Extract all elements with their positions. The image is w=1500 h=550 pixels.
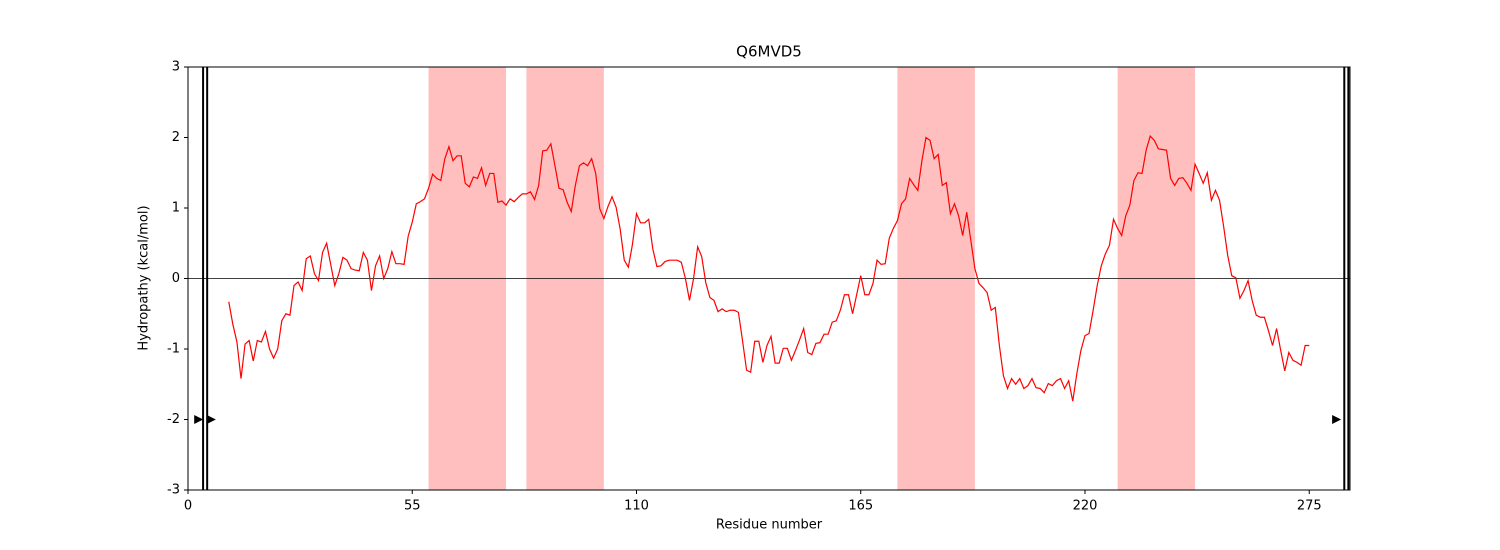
x-tick-label: 275 (1297, 499, 1322, 514)
chart-title: Q6MVD5 (736, 43, 802, 61)
y-tick-label: 2 (172, 130, 180, 145)
y-tick-label: -2 (167, 412, 180, 427)
marker (206, 415, 216, 424)
x-tick-label: 55 (404, 499, 421, 514)
x-tick-label: 165 (848, 499, 873, 514)
y-tick-label: 0 (172, 271, 180, 286)
y-tick-label: 3 (172, 60, 180, 75)
x-tick-label: 220 (1073, 499, 1098, 514)
marker (1332, 415, 1342, 424)
y-tick-label: -1 (167, 342, 180, 357)
hydropathy-line (228, 134, 1310, 402)
y-tick-label: -3 (167, 483, 180, 498)
y-axis-label: Hydropathy (kcal/mol) (137, 205, 152, 350)
x-tick-label: 0 (184, 499, 192, 514)
x-axis-label: Residue number (716, 518, 823, 533)
marker (194, 415, 204, 424)
y-tick-label: 1 (172, 201, 180, 216)
x-tick-label: 110 (624, 499, 649, 514)
